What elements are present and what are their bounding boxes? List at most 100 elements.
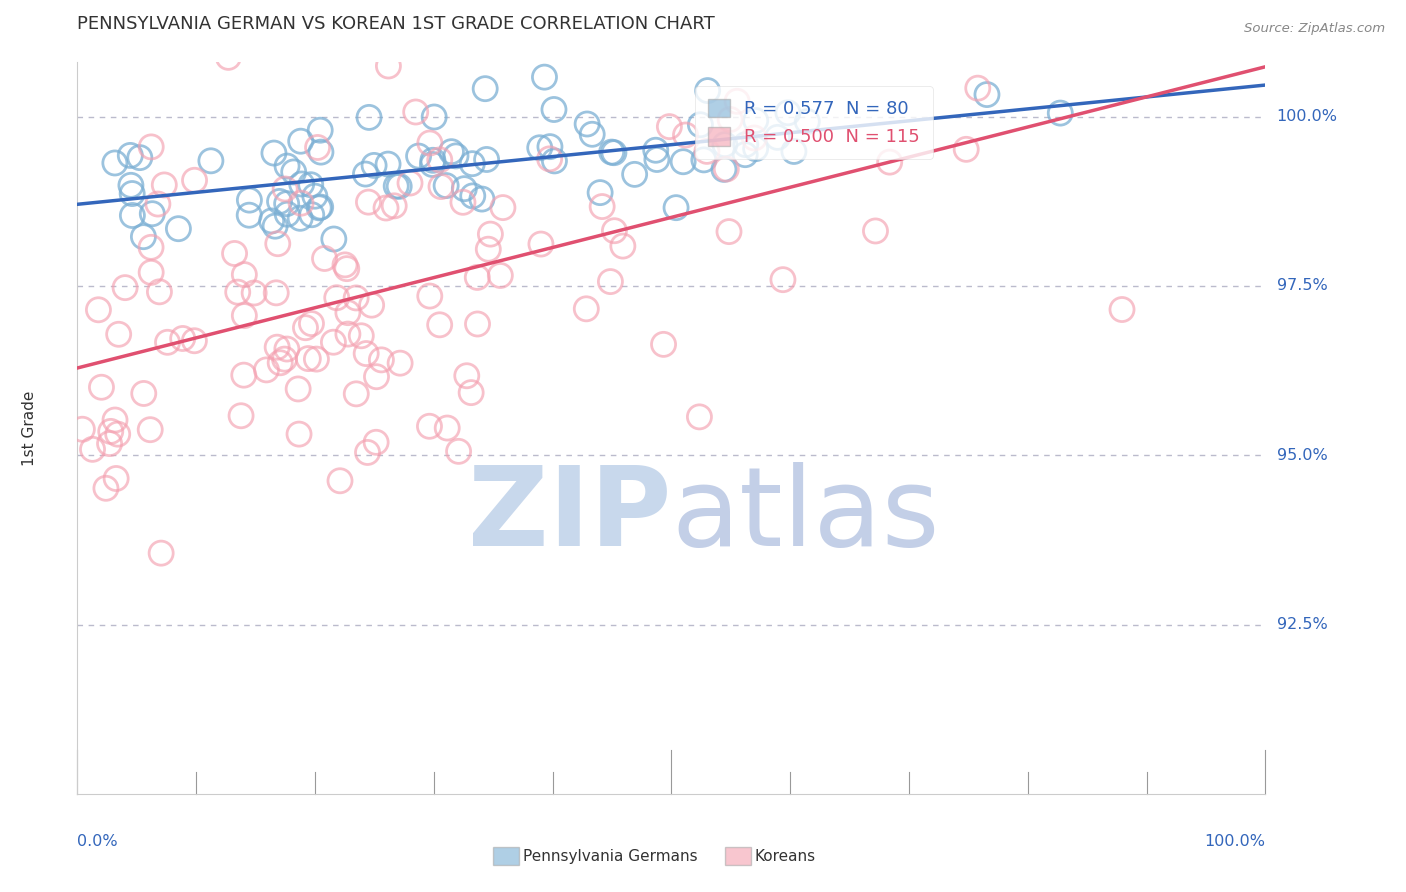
Point (354, 346, 377, 360)
Point (451, 195, 474, 210)
Point (375, 201, 398, 215)
Point (301, 317, 323, 331)
Point (107, 327, 129, 342)
Point (976, 87, 998, 102)
Point (267, 236, 290, 251)
Point (128, 151, 150, 165)
Point (336, 327, 359, 342)
Point (461, 189, 484, 203)
Point (150, 546, 173, 560)
Point (363, 158, 385, 172)
Point (865, 224, 887, 238)
Point (440, 145, 463, 159)
Point (382, 199, 405, 213)
Point (447, 444, 470, 458)
Point (444, 149, 467, 163)
Point (405, 105, 427, 120)
Point (688, 409, 710, 424)
Point (366, 369, 388, 384)
Point (419, 136, 441, 150)
Point (336, 306, 359, 320)
Point (153, 178, 176, 192)
Point (430, 179, 453, 194)
Point (696, 145, 718, 159)
Point (434, 178, 457, 193)
Point (370, 352, 392, 367)
Point (290, 196, 312, 211)
Point (538, 152, 561, 166)
Point (645, 153, 668, 167)
Point (87, 302, 110, 317)
Point (264, 285, 287, 300)
Point (104, 413, 127, 427)
Point (489, 268, 512, 283)
Point (783, 145, 806, 159)
Point (266, 340, 288, 354)
Point (776, 105, 799, 120)
Point (307, 140, 329, 154)
Point (233, 268, 256, 282)
Point (689, 118, 711, 132)
Text: 100.0%: 100.0% (1277, 109, 1337, 124)
Point (718, 112, 741, 127)
Point (429, 318, 451, 332)
Point (183, 173, 205, 187)
Point (744, 142, 766, 156)
FancyBboxPatch shape (725, 847, 751, 865)
Point (477, 242, 499, 256)
Point (291, 177, 314, 191)
Point (107, 427, 129, 442)
Point (689, 23, 711, 37)
Point (603, 145, 626, 160)
Point (460, 385, 482, 400)
Point (377, 59, 399, 73)
Point (238, 193, 260, 207)
Point (276, 159, 298, 173)
Point (121, 209, 143, 223)
Point (290, 134, 312, 148)
Point (603, 224, 626, 238)
Point (589, 186, 612, 200)
Point (120, 148, 142, 162)
Point (336, 261, 359, 276)
Point (429, 153, 451, 167)
Point (543, 153, 565, 168)
Point (141, 140, 163, 154)
Point (243, 285, 266, 300)
Point (538, 139, 561, 153)
Point (465, 270, 488, 285)
Point (966, 81, 988, 95)
Point (309, 145, 332, 160)
Point (226, 285, 249, 300)
Point (322, 232, 344, 246)
Point (599, 275, 621, 289)
Point (172, 331, 194, 345)
Text: atlas: atlas (672, 462, 939, 569)
Point (1049, 106, 1071, 120)
Point (309, 123, 332, 137)
Point (693, 153, 716, 167)
Point (263, 146, 285, 161)
Point (623, 167, 645, 181)
Point (591, 200, 613, 214)
Point (366, 435, 388, 450)
Point (734, 137, 756, 152)
Text: Source: ZipAtlas.com: Source: ZipAtlas.com (1244, 22, 1385, 36)
Point (288, 427, 311, 442)
Point (156, 335, 179, 350)
Point (100, 425, 122, 439)
Text: 0.0%: 0.0% (77, 834, 118, 849)
Point (183, 334, 205, 348)
Point (467, 317, 489, 331)
Point (581, 128, 603, 142)
Point (766, 130, 789, 145)
Point (344, 291, 367, 305)
Point (114, 280, 136, 294)
Point (360, 298, 382, 312)
Point (716, 162, 738, 177)
Point (713, 162, 735, 177)
Text: 95.0%: 95.0% (1277, 448, 1327, 463)
Point (146, 197, 169, 211)
Point (879, 155, 901, 169)
Text: 92.5%: 92.5% (1277, 617, 1327, 632)
